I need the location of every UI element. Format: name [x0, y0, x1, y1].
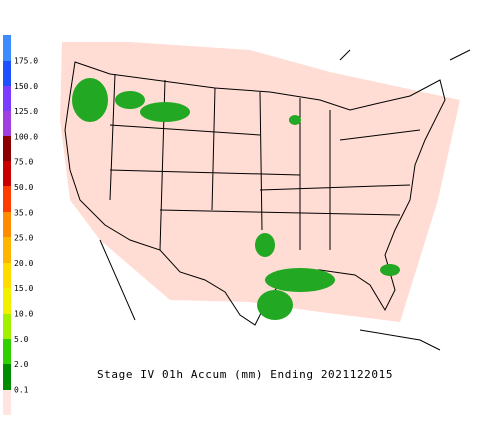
caption: Stage IV 01h Accum (mm) Ending 202112201…	[97, 368, 393, 381]
legend-label: 35.0	[14, 208, 33, 217]
legend-label: 10.0	[14, 310, 33, 319]
legend-bar	[3, 35, 11, 415]
legend-label: 75.0	[14, 158, 33, 167]
precip	[72, 78, 400, 320]
legend-label: 0.1	[14, 385, 29, 394]
legend-label: 20.0	[14, 259, 33, 268]
legend-label: 125.0	[14, 107, 38, 116]
coverage	[60, 42, 460, 322]
legend-label: 5.0	[14, 335, 29, 344]
legend-label: 100.0	[14, 132, 38, 141]
legend-labels: 175.0 150.0 125.0 100.0 75.0 50.0 35.0 25.0 20.0…	[14, 57, 38, 395]
legend-label: 150.0	[14, 82, 38, 91]
legend-label: 25.0	[14, 234, 33, 243]
legend-label: 175.0	[14, 57, 38, 66]
us-outline	[64, 49, 471, 351]
legend-label: 50.0	[14, 183, 33, 192]
legend-label: 2.0	[14, 360, 29, 369]
legend-label: 15.0	[14, 284, 33, 293]
